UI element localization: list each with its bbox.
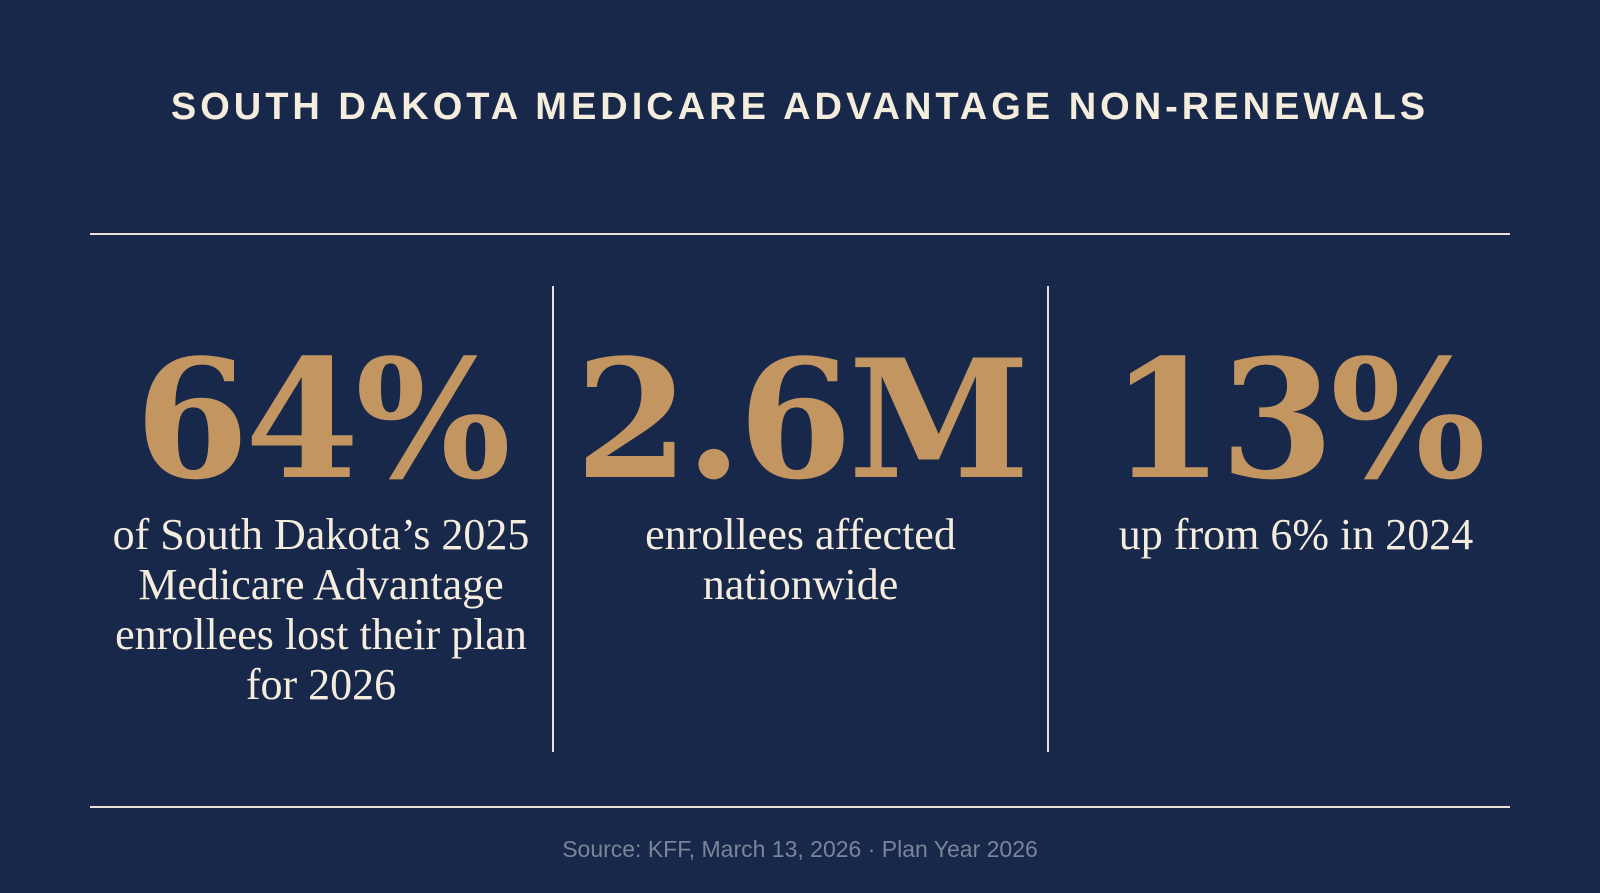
stat-column-sd-share: 64% of South Dakota’s 2025 Medicare Adva… bbox=[90, 330, 552, 710]
source-note: Source: KFF, March 13, 2026 · Plan Year … bbox=[562, 836, 1038, 862]
stat-column-growth: 13% up from 6% in 2024 bbox=[1049, 330, 1543, 560]
top-divider-line bbox=[90, 233, 1510, 235]
column-divider bbox=[1047, 286, 1049, 752]
bottom-divider-line bbox=[90, 806, 1510, 808]
stat-description: up from 6% in 2024 bbox=[1118, 510, 1474, 559]
page-title: SOUTH DAKOTA MEDICARE ADVANTAGE NON-RENE… bbox=[170, 86, 1430, 128]
stat-description: of South Dakota’s 2025 Medicare Advantag… bbox=[112, 510, 530, 709]
column-divider bbox=[552, 286, 554, 752]
stat-value: 13% bbox=[1109, 323, 1486, 516]
stat-value: 64% bbox=[134, 323, 511, 516]
stat-column-nationwide: 2.6M enrollees affected nationwide bbox=[554, 330, 1047, 610]
stat-description: enrollees affected nationwide bbox=[645, 510, 956, 609]
stat-value: 2.6M bbox=[575, 323, 1030, 516]
